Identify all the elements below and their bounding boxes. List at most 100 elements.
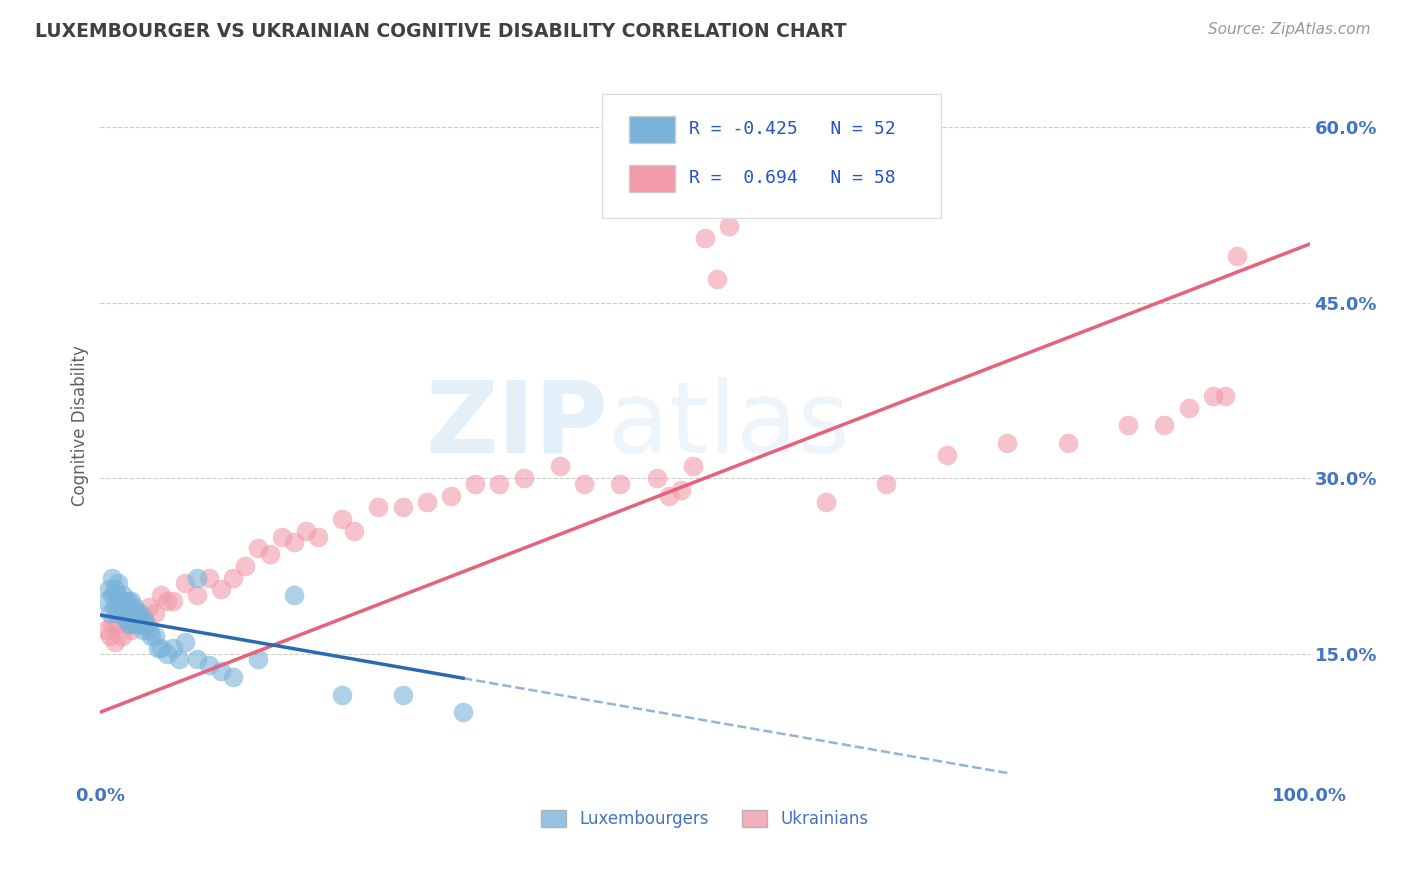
Point: [935, 448, 957, 462]
Point: [416, 494, 439, 508]
Point: [658, 489, 681, 503]
Text: R = -0.425   N = 52: R = -0.425 N = 52: [689, 120, 896, 138]
Point: [1056, 436, 1078, 450]
Point: [283, 588, 305, 602]
Point: [132, 611, 155, 625]
Point: [307, 530, 329, 544]
Point: [101, 617, 124, 632]
Legend: Luxembourgers, Ukrainians: Luxembourgers, Ukrainians: [534, 803, 876, 835]
Point: [367, 500, 389, 515]
Point: [645, 471, 668, 485]
Point: [1116, 418, 1139, 433]
Point: [162, 594, 184, 608]
Point: [139, 629, 162, 643]
Point: [118, 617, 141, 632]
Text: ZIP: ZIP: [426, 377, 609, 474]
Point: [343, 524, 366, 538]
Point: [198, 658, 221, 673]
Point: [330, 688, 353, 702]
Text: Source: ZipAtlas.com: Source: ZipAtlas.com: [1208, 22, 1371, 37]
Point: [259, 547, 281, 561]
Point: [198, 570, 221, 584]
Point: [186, 570, 208, 584]
Point: [1213, 389, 1236, 403]
Point: [174, 635, 197, 649]
Point: [283, 535, 305, 549]
Point: [1177, 401, 1199, 415]
Point: [108, 606, 131, 620]
Point: [330, 512, 353, 526]
Point: [120, 594, 142, 608]
Point: [814, 494, 837, 508]
Point: [107, 576, 129, 591]
Point: [96, 624, 118, 638]
Point: [117, 594, 139, 608]
Point: [222, 570, 245, 584]
Text: atlas: atlas: [609, 377, 849, 474]
Point: [391, 500, 413, 515]
Point: [110, 594, 132, 608]
Point: [121, 617, 143, 632]
Point: [391, 688, 413, 702]
Point: [156, 647, 179, 661]
Point: [235, 558, 257, 573]
Point: [105, 588, 128, 602]
Point: [718, 219, 741, 234]
Point: [295, 524, 318, 538]
Point: [101, 588, 124, 602]
Bar: [628, 116, 675, 144]
Point: [682, 459, 704, 474]
Point: [451, 705, 474, 719]
Bar: [628, 165, 675, 192]
Point: [122, 606, 145, 620]
Point: [209, 664, 232, 678]
Point: [105, 606, 128, 620]
Point: [104, 635, 127, 649]
Point: [114, 606, 136, 620]
Point: [270, 530, 292, 544]
Point: [464, 477, 486, 491]
Point: [138, 599, 160, 614]
Point: [572, 477, 595, 491]
Point: [111, 599, 134, 614]
Point: [609, 477, 631, 491]
Point: [129, 606, 152, 620]
Point: [149, 640, 172, 655]
Point: [693, 231, 716, 245]
Point: [1153, 418, 1175, 433]
Y-axis label: Cognitive Disability: Cognitive Disability: [72, 345, 89, 506]
Point: [120, 624, 142, 638]
Point: [96, 594, 118, 608]
Point: [112, 588, 135, 602]
Point: [97, 582, 120, 597]
Point: [125, 606, 148, 620]
Point: [246, 652, 269, 666]
Point: [125, 617, 148, 632]
Point: [135, 617, 157, 632]
Point: [148, 640, 170, 655]
Point: [122, 599, 145, 614]
Point: [125, 606, 148, 620]
Point: [98, 629, 121, 643]
Point: [115, 599, 138, 614]
Point: [101, 570, 124, 584]
Point: [156, 594, 179, 608]
Point: [162, 640, 184, 655]
Text: R =  0.694   N = 58: R = 0.694 N = 58: [689, 169, 896, 186]
Point: [104, 599, 127, 614]
Point: [120, 606, 142, 620]
Text: LUXEMBOURGER VS UKRAINIAN COGNITIVE DISABILITY CORRELATION CHART: LUXEMBOURGER VS UKRAINIAN COGNITIVE DISA…: [35, 22, 846, 41]
Point: [143, 606, 166, 620]
Point: [114, 611, 136, 625]
Point: [149, 588, 172, 602]
Point: [114, 611, 136, 625]
Point: [131, 617, 153, 632]
Point: [107, 617, 129, 632]
Point: [222, 670, 245, 684]
Point: [111, 629, 134, 643]
Point: [875, 477, 897, 491]
Point: [128, 617, 150, 632]
Point: [548, 459, 571, 474]
Point: [1226, 249, 1249, 263]
Point: [167, 652, 190, 666]
